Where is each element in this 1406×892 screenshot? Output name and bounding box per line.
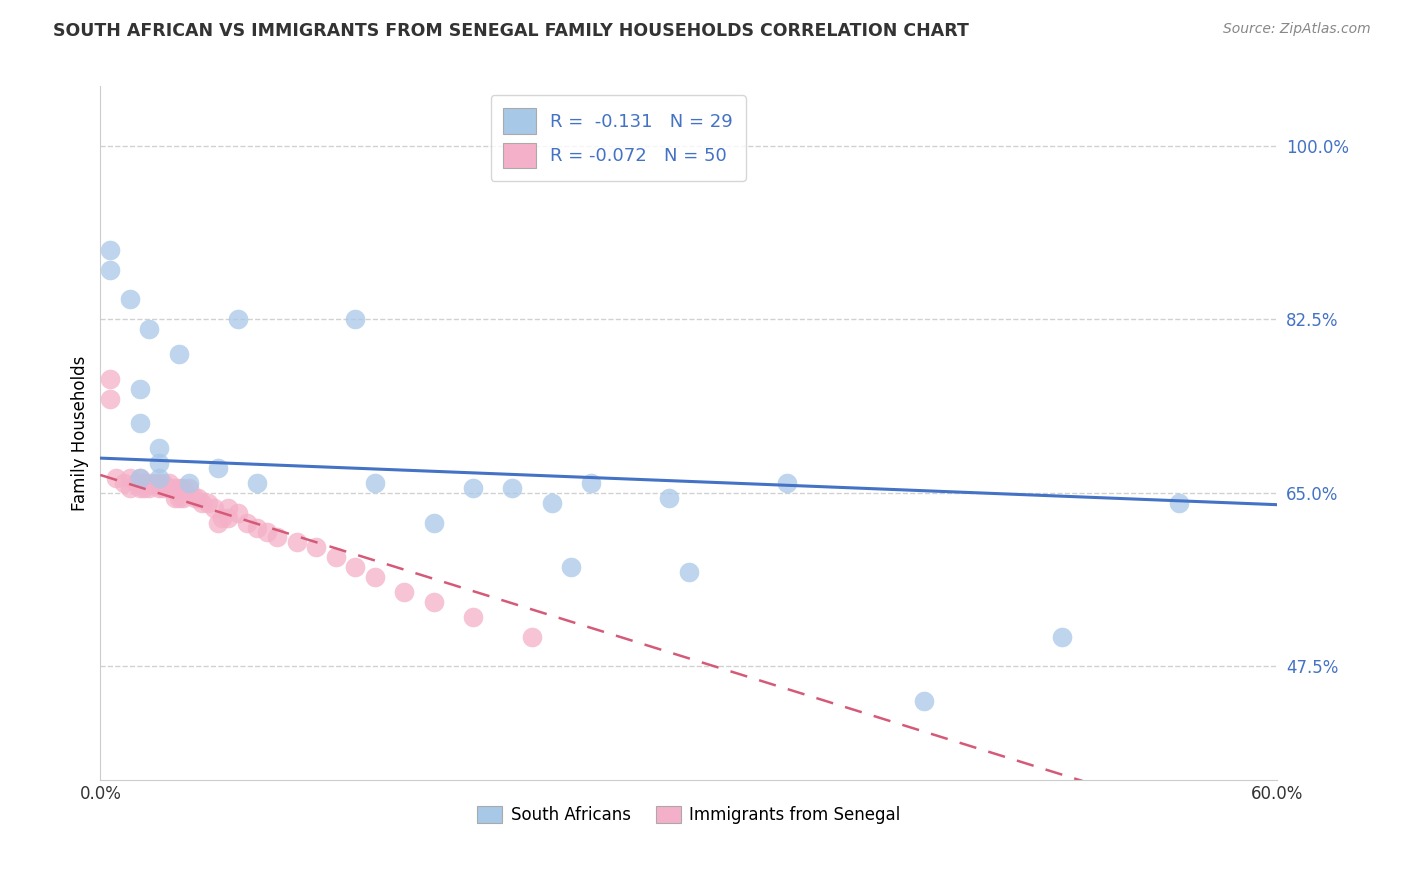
Point bbox=[177, 475, 200, 490]
Point bbox=[266, 530, 288, 544]
Point bbox=[325, 550, 347, 565]
Point bbox=[124, 475, 146, 490]
Point bbox=[1050, 630, 1073, 644]
Point bbox=[256, 525, 278, 540]
Point bbox=[461, 481, 484, 495]
Point bbox=[152, 475, 174, 490]
Text: SOUTH AFRICAN VS IMMIGRANTS FROM SENEGAL FAMILY HOUSEHOLDS CORRELATION CHART: SOUTH AFRICAN VS IMMIGRANTS FROM SENEGAL… bbox=[53, 22, 969, 40]
Point bbox=[148, 481, 170, 495]
Point bbox=[246, 520, 269, 534]
Point bbox=[132, 481, 155, 495]
Point bbox=[167, 481, 190, 495]
Point bbox=[138, 322, 160, 336]
Point bbox=[579, 475, 602, 490]
Point bbox=[658, 491, 681, 505]
Point bbox=[148, 475, 170, 490]
Point bbox=[163, 481, 186, 495]
Point bbox=[202, 500, 225, 515]
Point bbox=[172, 491, 194, 505]
Point bbox=[501, 481, 523, 495]
Y-axis label: Family Households: Family Households bbox=[72, 356, 89, 511]
Point bbox=[226, 312, 249, 326]
Point bbox=[163, 491, 186, 505]
Point bbox=[172, 481, 194, 495]
Point bbox=[364, 570, 387, 584]
Point bbox=[118, 471, 141, 485]
Point bbox=[157, 475, 180, 490]
Point bbox=[912, 694, 935, 708]
Point bbox=[148, 441, 170, 455]
Point bbox=[285, 535, 308, 549]
Point bbox=[148, 456, 170, 470]
Point bbox=[197, 496, 219, 510]
Point bbox=[187, 491, 209, 505]
Point bbox=[148, 471, 170, 485]
Point bbox=[423, 595, 446, 609]
Point bbox=[98, 262, 121, 277]
Point bbox=[167, 347, 190, 361]
Point bbox=[423, 516, 446, 530]
Point bbox=[1168, 496, 1191, 510]
Point bbox=[305, 541, 328, 555]
Point bbox=[540, 496, 562, 510]
Point bbox=[776, 475, 799, 490]
Point bbox=[138, 481, 160, 495]
Point bbox=[344, 312, 367, 326]
Point bbox=[364, 475, 387, 490]
Point bbox=[246, 475, 269, 490]
Point bbox=[128, 417, 150, 431]
Point bbox=[128, 471, 150, 485]
Point bbox=[132, 475, 155, 490]
Point bbox=[678, 565, 700, 579]
Point bbox=[560, 560, 582, 574]
Point bbox=[226, 506, 249, 520]
Point bbox=[98, 372, 121, 386]
Point bbox=[128, 471, 150, 485]
Point bbox=[143, 475, 166, 490]
Point bbox=[394, 585, 416, 599]
Point bbox=[118, 481, 141, 495]
Point bbox=[177, 481, 200, 495]
Point bbox=[207, 461, 229, 475]
Point bbox=[98, 392, 121, 406]
Point bbox=[217, 500, 239, 515]
Point bbox=[191, 496, 214, 510]
Point bbox=[128, 382, 150, 396]
Point bbox=[217, 510, 239, 524]
Text: Source: ZipAtlas.com: Source: ZipAtlas.com bbox=[1223, 22, 1371, 37]
Point bbox=[112, 475, 135, 490]
Point bbox=[183, 491, 205, 505]
Point bbox=[236, 516, 259, 530]
Point bbox=[461, 609, 484, 624]
Point bbox=[152, 481, 174, 495]
Point bbox=[167, 491, 190, 505]
Point bbox=[344, 560, 367, 574]
Point bbox=[98, 243, 121, 257]
Point bbox=[128, 481, 150, 495]
Point bbox=[138, 475, 160, 490]
Point bbox=[211, 510, 233, 524]
Point bbox=[105, 471, 128, 485]
Point bbox=[118, 293, 141, 307]
Point bbox=[520, 630, 543, 644]
Legend: South Africans, Immigrants from Senegal: South Africans, Immigrants from Senegal bbox=[478, 805, 900, 824]
Point bbox=[207, 516, 229, 530]
Point bbox=[157, 481, 180, 495]
